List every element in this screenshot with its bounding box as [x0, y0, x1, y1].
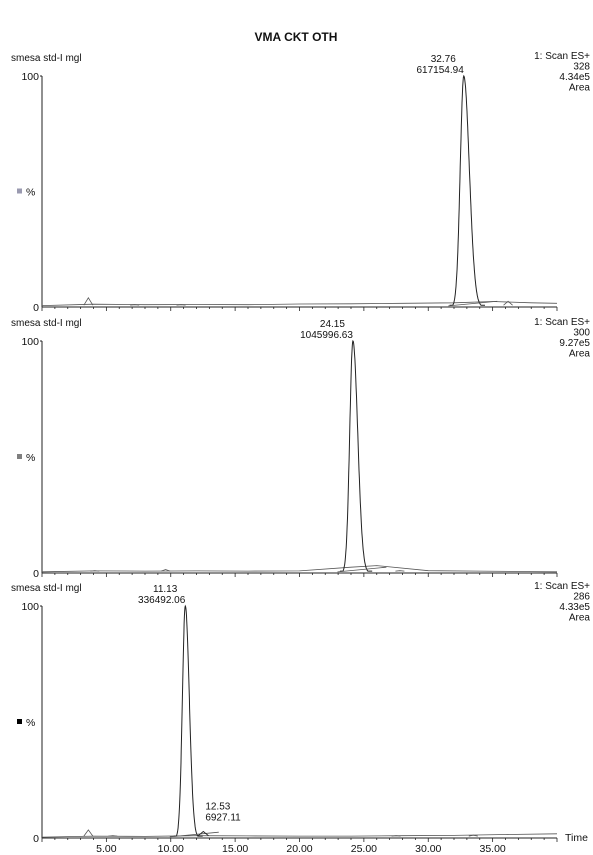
secondary-peak	[197, 830, 209, 837]
y-unit-label: %	[26, 452, 35, 464]
sample-label: smesa std-I mgl	[11, 583, 82, 594]
x-tick-label: 15.00	[222, 843, 248, 855]
chart-title: VMA CKT OTH	[255, 30, 338, 44]
sample-label: smesa std-I mgl	[11, 53, 82, 64]
peak-rt-label: 11.13	[153, 584, 178, 595]
y-unit-label: %	[26, 717, 35, 729]
peak-rt-label: 32.76	[431, 54, 456, 65]
y-tick-label: 0	[33, 302, 39, 314]
trace-intensity: 4.33e5	[559, 602, 590, 613]
trace-scan: 1: Scan ES+	[534, 581, 590, 592]
peak-integration-line	[448, 300, 498, 307]
x-tick-label: 5.00	[96, 843, 117, 855]
baseline-trace	[41, 565, 558, 573]
trace-intensity: 4.34e5	[559, 72, 590, 83]
y-tick-label: 0	[33, 833, 39, 845]
trace-scan: 1: Scan ES+	[534, 317, 590, 328]
x-tick-label: 20.00	[286, 843, 312, 855]
x-tick-label: 25.00	[351, 843, 377, 855]
y-tick-label: 100	[21, 336, 39, 348]
trace-mode: Area	[569, 613, 591, 624]
x-axis-label: Time	[565, 832, 588, 844]
trace-scan: 1: Scan ES+	[534, 51, 590, 62]
minor-peak	[468, 834, 478, 837]
y-tick-label: 100	[21, 71, 39, 83]
trace-mass: 328	[573, 62, 590, 73]
peak-area-label: 617154.94	[417, 65, 465, 76]
y-unit-label: %	[26, 187, 35, 199]
y-tick-label: 0	[33, 568, 39, 580]
baseline-trace	[41, 833, 558, 838]
trace-mass: 286	[573, 592, 590, 603]
x-tick-label: 30.00	[415, 843, 441, 855]
trace-mass: 300	[573, 328, 590, 339]
minor-peak	[83, 296, 94, 306]
trace-mode: Area	[569, 349, 591, 360]
chromatogram-panels: smesa std-I mgl 1: Scan ES+3284.34e5Area1…	[11, 51, 590, 845]
trace-mode: Area	[569, 83, 591, 94]
peak-rt-label: 24.15	[320, 319, 345, 330]
peak-integration-line	[337, 566, 387, 573]
main-peak	[173, 604, 203, 837]
minor-peak	[160, 569, 171, 572]
legend-marker	[17, 188, 22, 194]
legend-marker	[17, 719, 22, 724]
secondary-peak-area-label: 6927.11	[205, 813, 241, 824]
x-tick-label: 10.00	[158, 843, 184, 855]
trace-intensity: 9.27e5	[559, 338, 590, 349]
peak-area-label: 336492.06	[138, 595, 186, 606]
sample-label: smesa std-I mgl	[11, 318, 82, 329]
secondary-peak-rt-label: 12.53	[205, 802, 230, 813]
peak-area-label: 1045996.63	[300, 330, 353, 341]
legend-marker	[17, 454, 22, 459]
peak-integration-line	[169, 831, 219, 838]
main-peak	[449, 74, 485, 306]
y-tick-label: 100	[21, 601, 39, 613]
minor-peak	[503, 300, 513, 306]
main-peak	[340, 339, 373, 572]
x-tick-label: 35.00	[479, 843, 505, 855]
minor-peak	[83, 829, 94, 837]
x-axis: 5.00 10.00 15.00 20.00 25.00 30.00 35.00 Time	[96, 832, 588, 855]
